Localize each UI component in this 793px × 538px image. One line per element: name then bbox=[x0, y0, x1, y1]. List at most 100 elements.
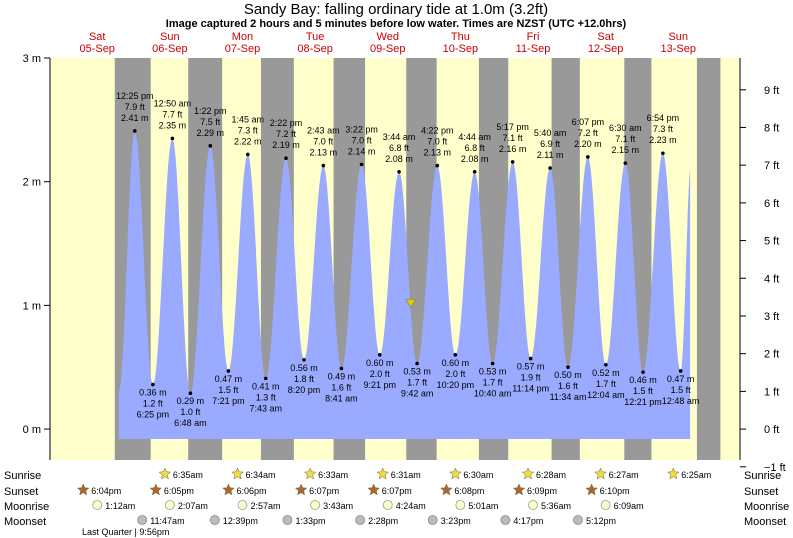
high-tide-point bbox=[586, 155, 590, 159]
sunset-icon bbox=[294, 483, 308, 496]
day-name: Wed bbox=[377, 31, 399, 43]
high-tide-label: 2.11 m bbox=[537, 150, 564, 160]
low-tide-point bbox=[339, 366, 344, 371]
astro-time: 1:12am bbox=[105, 501, 135, 511]
low-tide-point bbox=[415, 361, 419, 366]
day-name: Sat bbox=[597, 31, 614, 43]
low-tide-point bbox=[151, 382, 155, 387]
astro-time: 1:33pm bbox=[295, 516, 325, 526]
high-tide-label: 2.22 m bbox=[234, 136, 262, 146]
low-tide-point bbox=[678, 369, 683, 373]
high-tide-point bbox=[321, 163, 326, 168]
high-tide-label: 2.20 m bbox=[574, 139, 602, 149]
high-tide-label: 7.7 ft bbox=[162, 109, 183, 119]
moonset-icon bbox=[137, 515, 148, 525]
astro-time: 6:33am bbox=[318, 470, 348, 480]
moonrise-icon bbox=[237, 500, 248, 510]
astro-time: 3:23pm bbox=[441, 516, 471, 526]
low-tide-label: 0.29 m bbox=[177, 396, 205, 406]
low-tide-label: 1.7 ft bbox=[407, 378, 428, 388]
y-tick-label-right: 8 ft bbox=[764, 122, 779, 134]
low-tide-label: 0.41 m bbox=[252, 381, 280, 391]
low-tide-point bbox=[604, 362, 608, 367]
y-tick-label-right: 6 ft bbox=[764, 198, 779, 210]
high-tide-label: 4:22 pm bbox=[421, 126, 454, 136]
y-tick-label-right: 1 ft bbox=[764, 386, 779, 398]
low-tide-label: 1.7 ft bbox=[596, 379, 617, 389]
high-tide-point bbox=[359, 162, 364, 167]
high-tide-point bbox=[548, 166, 552, 170]
astro-time: 5:36am bbox=[541, 501, 571, 511]
high-tide-label: 2.19 m bbox=[272, 140, 300, 150]
high-tide-label: 6.9 ft bbox=[540, 139, 561, 149]
low-tide-label: 6:48 am bbox=[174, 418, 207, 428]
night-band bbox=[696, 58, 721, 460]
low-tide-label: 12:21 pm bbox=[624, 397, 662, 407]
axes: 0 m 1 m 2 m 3 m −1 ft 0 ft 1 ft 2 ft 3 ft 4 ft 5 f… bbox=[23, 31, 786, 474]
low-tide-label: 0.47 m bbox=[667, 374, 695, 384]
high-tide-label: 2.14 m bbox=[348, 146, 376, 156]
moonset-icon bbox=[500, 515, 511, 525]
chart-title: Sandy Bay: falling ordinary tide at 1.0m… bbox=[244, 1, 548, 18]
sunrise-icon bbox=[231, 467, 244, 480]
low-tide-label: 1.5 ft bbox=[218, 385, 239, 395]
low-tide-label: 11:34 am bbox=[550, 392, 587, 402]
low-tide-point bbox=[226, 369, 231, 373]
day-name: Sun bbox=[668, 31, 688, 43]
astro-time: 12:39pm bbox=[223, 516, 258, 526]
low-tide-label: 0.46 m bbox=[629, 375, 657, 385]
moonset-row-label-right: Moonset bbox=[744, 516, 786, 528]
high-tide-label: 7.3 ft bbox=[238, 125, 259, 135]
astro-time: 5:01am bbox=[468, 501, 498, 511]
low-tide-point bbox=[453, 353, 458, 357]
low-tide-label: 10:40 am bbox=[474, 389, 512, 399]
astro-time: 6:09pm bbox=[527, 486, 557, 496]
high-tide-label: 2:22 pm bbox=[270, 118, 303, 128]
y-tick-label-right: 7 ft bbox=[764, 160, 779, 172]
sunset-icon bbox=[149, 483, 163, 496]
astro-time: 6:07pm bbox=[309, 486, 339, 496]
low-tide-label: 10:20 pm bbox=[437, 380, 475, 390]
moonset-icon bbox=[355, 515, 366, 525]
sunrise-icon bbox=[594, 467, 607, 480]
day-date: 13-Sep bbox=[661, 43, 696, 55]
low-tide-label: 0.50 m bbox=[554, 370, 582, 380]
high-tide-point bbox=[435, 163, 440, 168]
low-tide-label: 2.0 ft bbox=[445, 369, 466, 379]
high-tide-label: 2.08 m bbox=[385, 154, 413, 164]
high-tide-point bbox=[245, 152, 250, 157]
low-tide-point bbox=[566, 365, 570, 370]
high-tide-label: 7.5 ft bbox=[200, 117, 221, 127]
high-tide-point bbox=[472, 169, 477, 174]
astro-time: 2:57am bbox=[250, 501, 280, 511]
low-tide-label: 6:25 pm bbox=[137, 410, 170, 420]
high-tide-point bbox=[623, 161, 628, 165]
high-tide-label: 6:07 pm bbox=[572, 117, 605, 127]
high-tide-label: 3:22 pm bbox=[345, 124, 378, 134]
day-name: Mon bbox=[232, 31, 253, 43]
high-tide-label: 6:30 am bbox=[609, 123, 642, 133]
day-name: Sat bbox=[89, 31, 106, 43]
tide-labels: 12:25 pm7.9 ft2.41 m 0.36 m1.2 ft6:25 pm 1… bbox=[116, 91, 699, 428]
astro-time: 6:07pm bbox=[382, 486, 412, 496]
current-level-marker bbox=[405, 299, 417, 308]
astro-time: 11:47am bbox=[150, 516, 184, 526]
day-date: 05-Sep bbox=[79, 43, 114, 55]
low-tide-point bbox=[263, 376, 268, 381]
y-tick-label-left: 1 m bbox=[23, 300, 41, 312]
high-tide-label: 6.8 ft bbox=[389, 143, 410, 153]
astro-time: 4:17pm bbox=[513, 516, 543, 526]
y-tick-label-right: −1 ft bbox=[764, 462, 786, 474]
low-tide-label: 1.8 ft bbox=[294, 374, 315, 384]
y-tick-label-right: 9 ft bbox=[764, 85, 779, 97]
tide-area bbox=[118, 131, 691, 439]
moon-phase: Last Quarter | 9:56pm bbox=[82, 527, 169, 537]
high-tide-label: 12:50 am bbox=[154, 98, 192, 108]
low-tide-point bbox=[377, 353, 382, 357]
moonset-row-label-left: Moonset bbox=[4, 516, 46, 528]
astro-time: 6:27am bbox=[609, 470, 639, 480]
astro-time: 6:25am bbox=[681, 470, 711, 480]
low-tide-label: 8:20 pm bbox=[288, 385, 321, 395]
sunset-icon bbox=[585, 483, 598, 496]
